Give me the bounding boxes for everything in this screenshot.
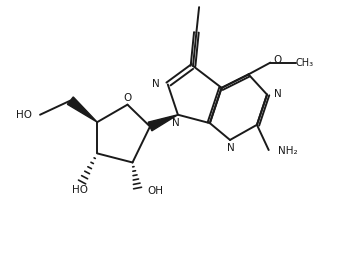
Text: N: N (172, 118, 180, 128)
Text: N: N (274, 89, 282, 99)
Text: CH₃: CH₃ (296, 57, 314, 67)
Text: NH₂: NH₂ (278, 146, 298, 155)
Text: N: N (152, 79, 159, 89)
Text: N: N (227, 143, 235, 153)
Text: OH: OH (148, 185, 164, 195)
Polygon shape (148, 115, 178, 131)
Text: O: O (273, 55, 281, 65)
Text: HO: HO (73, 184, 88, 194)
Polygon shape (67, 98, 97, 123)
Text: HO: HO (16, 109, 32, 119)
Text: O: O (123, 93, 132, 103)
